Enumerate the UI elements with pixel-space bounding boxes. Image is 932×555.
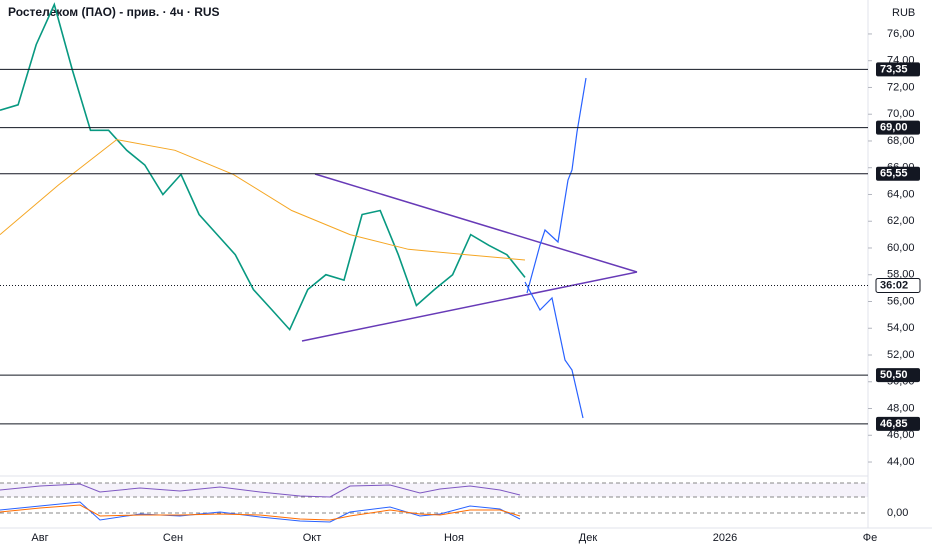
level-label: 69,00 <box>880 121 908 133</box>
current-label: 36:02 <box>880 279 908 291</box>
y-tick-label: 62,00 <box>887 215 915 227</box>
macd-signal <box>0 504 521 521</box>
level-label: 46,85 <box>880 418 908 430</box>
level-label: 73,35 <box>880 63 908 75</box>
y-tick-label: 70,00 <box>887 108 915 120</box>
level-tag <box>876 166 920 181</box>
y-tick-label: 54,00 <box>887 322 915 334</box>
currency: RUB <box>892 7 915 19</box>
level-tag <box>876 416 920 431</box>
x-tick-label: Авг <box>31 532 48 544</box>
x-tick-label: Окт <box>303 532 322 544</box>
x-tick-label: Дек <box>579 532 598 544</box>
y-tick-label: 64,00 <box>887 188 915 200</box>
level-label: 65,55 <box>880 168 908 180</box>
x-tick-label: Фе <box>863 532 877 544</box>
y-tick-label: 48,00 <box>887 402 915 414</box>
bear-arrow <box>524 281 584 419</box>
series-price <box>0 2 526 332</box>
level-tag <box>876 62 920 77</box>
level-tag <box>876 368 920 383</box>
x-tick-label: Ноя <box>444 532 464 544</box>
triangle-lower <box>301 271 638 342</box>
chart-title: Ростелеком (ПАО) - прив. · 4ч · RUS <box>8 5 220 19</box>
rsi-line <box>0 483 521 498</box>
level-label: 50,50 <box>880 369 908 381</box>
x-tick-label: Сен <box>163 532 183 544</box>
indicator-zero-label: 0,00 <box>887 507 908 519</box>
x-tick-label: 2026 <box>713 532 737 544</box>
y-tick-label: 52,00 <box>887 349 915 361</box>
y-tick-label: 76,00 <box>887 28 915 40</box>
series-ma <box>0 139 526 261</box>
y-tick-label: 44,00 <box>887 456 915 468</box>
y-tick-label: 46,00 <box>887 429 915 441</box>
y-tick-label: 72,00 <box>887 81 915 93</box>
level-tag <box>876 120 920 135</box>
current-tag <box>875 277 921 293</box>
y-tick-label: 68,00 <box>887 135 915 147</box>
triangle-upper <box>314 173 638 273</box>
y-tick-label: 56,00 <box>887 295 915 307</box>
macd-line <box>0 501 521 523</box>
chart-layer: 44,0046,0048,0050,0052,0054,0056,0058,00… <box>0 2 921 544</box>
bull-arrow <box>526 77 587 294</box>
y-tick-label: 60,00 <box>887 242 915 254</box>
y-tick-label: 58,00 <box>887 269 915 281</box>
